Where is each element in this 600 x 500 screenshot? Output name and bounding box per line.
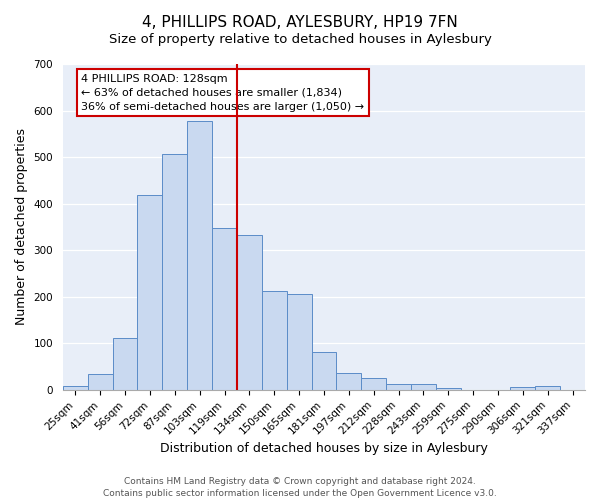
Text: 4, PHILLIPS ROAD, AYLESBURY, HP19 7FN: 4, PHILLIPS ROAD, AYLESBURY, HP19 7FN: [142, 15, 458, 30]
Bar: [361, 378, 386, 390]
Bar: [237, 236, 262, 390]
Bar: [137, 196, 163, 390]
Text: 4 PHILLIPS ROAD: 128sqm
← 63% of detached houses are smaller (1,834)
36% of semi: 4 PHILLIPS ROAD: 128sqm ← 63% of detache…: [81, 74, 364, 112]
Bar: [311, 352, 337, 390]
Bar: [187, 122, 212, 390]
Bar: [212, 228, 237, 390]
Text: Contains HM Land Registry data © Crown copyright and database right 2024.
Contai: Contains HM Land Registry data © Crown c…: [103, 476, 497, 498]
X-axis label: Distribution of detached houses by size in Aylesbury: Distribution of detached houses by size …: [160, 442, 488, 455]
Bar: [63, 386, 88, 390]
Bar: [411, 384, 436, 390]
Bar: [113, 338, 137, 390]
Bar: [337, 373, 361, 390]
Bar: [436, 388, 461, 390]
Bar: [535, 386, 560, 390]
Bar: [386, 384, 411, 390]
Bar: [511, 387, 535, 390]
Bar: [88, 374, 113, 390]
Bar: [262, 291, 287, 390]
Text: Size of property relative to detached houses in Aylesbury: Size of property relative to detached ho…: [109, 32, 491, 46]
Bar: [163, 154, 187, 390]
Y-axis label: Number of detached properties: Number of detached properties: [15, 128, 28, 326]
Bar: [287, 294, 311, 390]
